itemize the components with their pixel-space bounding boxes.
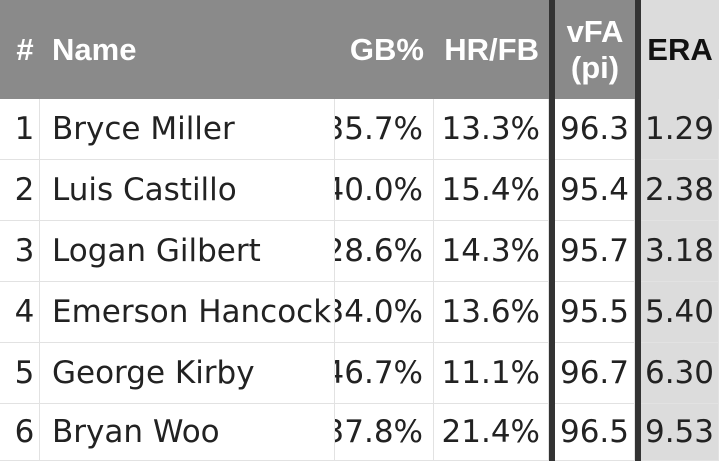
column-separator — [635, 404, 641, 461]
column-separator — [635, 99, 641, 160]
cell-gb-pct: 34.0% — [335, 282, 434, 343]
cell-hr-fb: 21.4% — [434, 404, 549, 461]
cell-hr-fb: 11.1% — [434, 343, 549, 404]
header-vfa-line1: vFA — [566, 13, 624, 49]
cell-gb-pct: 35.7% — [335, 99, 434, 160]
cell-number: 4 — [10, 282, 40, 343]
cell-era: 6.30 — [641, 343, 719, 404]
column-separator — [549, 0, 555, 99]
cell-name[interactable]: Luis Castillo — [40, 160, 335, 221]
cell-era: 2.38 — [641, 160, 719, 221]
cell-number: 5 — [10, 343, 40, 404]
cell-name[interactable]: Bryan Woo — [40, 404, 335, 461]
header-vfa-line2: (pi) — [570, 49, 620, 85]
header-vfa[interactable]: vFA (pi) — [555, 0, 635, 99]
column-separator — [549, 404, 555, 461]
cell-vfa: 95.5 — [555, 282, 635, 343]
cell-gb-pct: 28.6% — [335, 221, 434, 282]
header-number[interactable]: # — [10, 0, 40, 99]
column-separator — [549, 282, 555, 343]
cell-era: 1.29 — [641, 99, 719, 160]
column-separator — [549, 221, 555, 282]
column-separator — [635, 221, 641, 282]
cell-hr-fb: 13.6% — [434, 282, 549, 343]
cell-gb-pct: 40.0% — [335, 160, 434, 221]
cell-name[interactable]: George Kirby — [40, 343, 335, 404]
cell-name[interactable]: Emerson Hancock — [40, 282, 335, 343]
column-separator — [549, 343, 555, 404]
cell-number: 3 — [10, 221, 40, 282]
cell-era: 3.18 — [641, 221, 719, 282]
cell-era: 9.53 — [641, 404, 719, 461]
cell-vfa: 96.3 — [555, 99, 635, 160]
row-stub — [0, 160, 10, 221]
column-separator — [635, 160, 641, 221]
header-stub — [0, 0, 10, 99]
cell-gb-pct: 46.7% — [335, 343, 434, 404]
cell-name[interactable]: Bryce Miller — [40, 99, 335, 160]
row-stub — [0, 282, 10, 343]
cell-number: 2 — [10, 160, 40, 221]
column-separator — [549, 99, 555, 160]
header-era[interactable]: ERA — [641, 0, 719, 99]
column-separator — [635, 343, 641, 404]
header-gb-pct[interactable]: GB% — [335, 0, 434, 99]
row-stub — [0, 99, 10, 160]
cell-gb-pct: 37.8% — [335, 404, 434, 461]
cell-era: 5.40 — [641, 282, 719, 343]
column-separator — [635, 0, 641, 99]
header-name[interactable]: Name — [40, 0, 335, 99]
cell-hr-fb: 14.3% — [434, 221, 549, 282]
cell-vfa: 96.7 — [555, 343, 635, 404]
cell-vfa: 96.5 — [555, 404, 635, 461]
cell-number: 1 — [10, 99, 40, 160]
cell-number: 6 — [10, 404, 40, 461]
cell-hr-fb: 13.3% — [434, 99, 549, 160]
column-separator — [549, 160, 555, 221]
row-stub — [0, 221, 10, 282]
column-separator — [635, 282, 641, 343]
header-hr-fb[interactable]: HR/FB — [434, 0, 549, 99]
cell-vfa: 95.7 — [555, 221, 635, 282]
row-stub — [0, 343, 10, 404]
cell-hr-fb: 15.4% — [434, 160, 549, 221]
cell-name[interactable]: Logan Gilbert — [40, 221, 335, 282]
cell-vfa: 95.4 — [555, 160, 635, 221]
row-stub — [0, 404, 10, 461]
